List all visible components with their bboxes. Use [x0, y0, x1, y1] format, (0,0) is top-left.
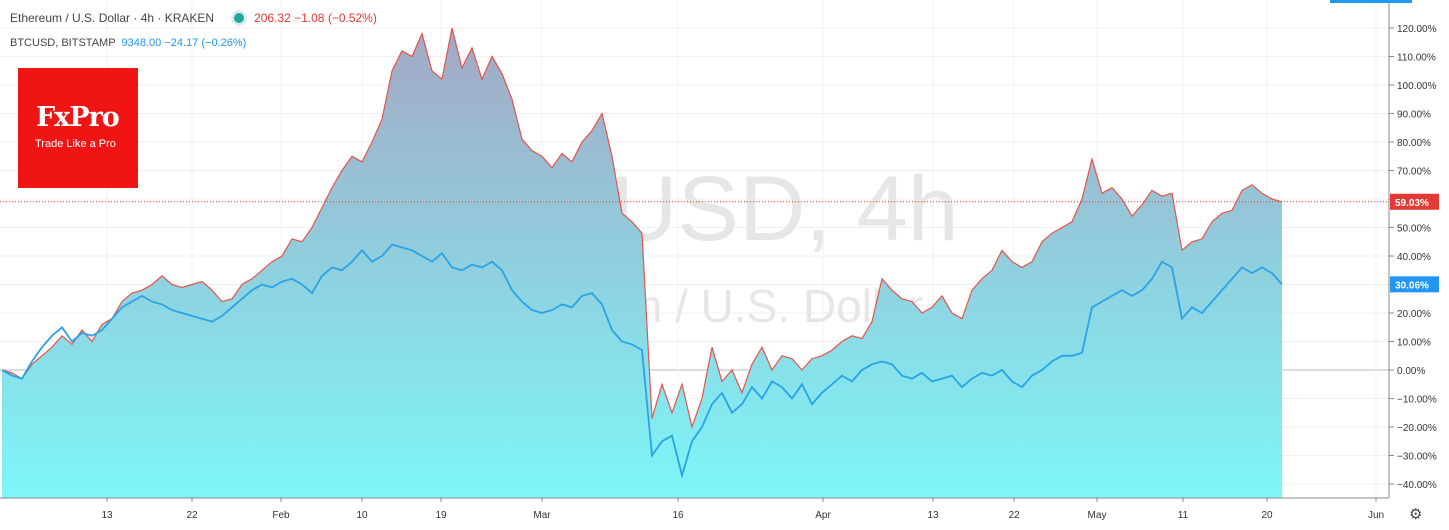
x-tick-label: Apr — [815, 510, 831, 521]
y-tick-label: 90.00% — [1397, 110, 1431, 121]
btc-legend[interactable]: BTCUSD, BITSTAMP 9348.00 −24.17 (−0.26%) — [10, 37, 246, 49]
y-tick-label: −40.00% — [1397, 480, 1437, 491]
btc-last-value-badge — [1390, 276, 1439, 293]
y-axis-labels: 120.00%110.00%100.00%90.00%80.00%70.00%6… — [1397, 24, 1437, 491]
y-tick-label: −20.00% — [1397, 423, 1437, 434]
y-tick-label: 100.00% — [1397, 81, 1437, 92]
eth-last-value-label: 59.03% — [1395, 198, 1429, 209]
x-tick-label: 13 — [101, 510, 113, 521]
fxpro-logo: FxPro Trade Like a Pro — [18, 68, 138, 188]
eth-symbol-label: Ethereum / U.S. Dollar · 4h · KRAKEN — [10, 11, 215, 25]
top-accent-bar — [1330, 0, 1412, 3]
y-tick-label: 0.00% — [1397, 366, 1425, 377]
x-tick-label: Mar — [533, 510, 551, 521]
y-tick-label: 80.00% — [1397, 138, 1431, 149]
y-tick-label: −30.00% — [1397, 452, 1437, 463]
gear-icon[interactable]: ⚙ — [1409, 506, 1423, 523]
axes — [0, 0, 1394, 502]
x-axis-labels: 13 22 Feb 10 19 Mar 16 Apr 13 22 May 11 20 Jun — [101, 510, 1384, 521]
y-tick-label: 50.00% — [1397, 224, 1431, 235]
x-tick-label: 16 — [672, 510, 684, 521]
x-tick-label: 11 — [1178, 510, 1189, 521]
y-tick-label: −10.00% — [1397, 395, 1437, 406]
eth-legend[interactable]: Ethereum / U.S. Dollar · 4h · KRAKEN 206.… — [10, 11, 377, 25]
x-tick-label: Feb — [272, 510, 290, 521]
y-tick-label: 110.00% — [1397, 53, 1436, 64]
x-tick-label: 22 — [186, 510, 198, 521]
series-lines — [1, 27, 1283, 479]
btc-series-line — [1, 243, 1283, 479]
x-tick-label: Jun — [1368, 510, 1384, 521]
y-tick-label: 10.00% — [1397, 338, 1431, 349]
x-tick-label: May — [1088, 510, 1107, 521]
eth-series-line — [1, 27, 1283, 430]
x-tick-label: 13 — [927, 510, 939, 521]
y-tick-label: 70.00% — [1397, 167, 1431, 178]
x-tick-label: 22 — [1008, 510, 1020, 521]
x-tick-label: 19 — [435, 510, 447, 521]
eth-area — [2, 28, 1282, 498]
last-value-labels: 59.03% 30.06% — [0, 193, 1439, 293]
y-tick-label: 20.00% — [1397, 309, 1431, 320]
y-tick-label: 120.00% — [1397, 24, 1437, 35]
eth-last-value-badge — [1390, 193, 1439, 210]
x-tick-label: 20 — [1261, 510, 1273, 521]
y-tick-label: 40.00% — [1397, 252, 1431, 263]
eth-values: 206.32 −1.08 (−0.52%) — [254, 11, 377, 25]
btc-values: 9348.00 −24.17 (−0.26%) — [121, 37, 247, 49]
x-tick-label: 10 — [356, 510, 368, 521]
logo-name: FxPro — [36, 102, 120, 133]
btc-symbol-label: BTCUSD, BITSTAMP — [10, 37, 116, 49]
status-dot-icon — [234, 13, 245, 23]
eth-area-fill — [2, 28, 1282, 498]
btc-last-value-label: 30.06% — [1395, 280, 1429, 291]
logo-tagline: Trade Like a Pro — [35, 138, 116, 150]
